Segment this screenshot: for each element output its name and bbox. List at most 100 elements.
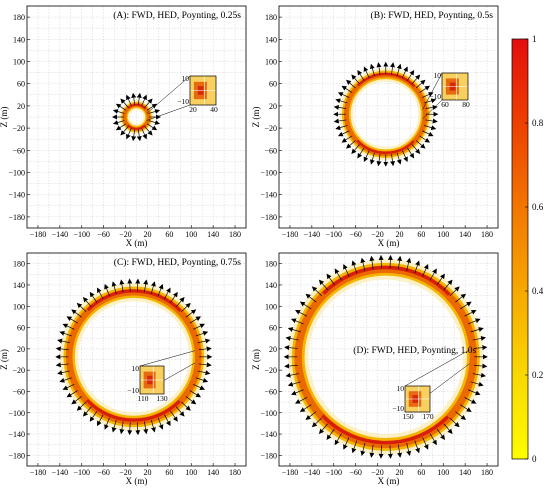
x-tick-label: −140 <box>52 230 69 239</box>
poynting-arrow <box>402 66 408 78</box>
poynting-arrow <box>369 152 375 165</box>
poynting-arrow <box>189 316 202 324</box>
poynting-arrow <box>422 437 429 450</box>
poynting-arrow <box>351 440 358 454</box>
poynting-arrow <box>143 421 149 435</box>
inset-y-tick: 10 <box>132 364 140 373</box>
y-tick-label: −60 <box>264 146 277 155</box>
y-tick-label: 140 <box>13 281 25 290</box>
poynting-arrow <box>131 92 137 105</box>
y-tick-label: −180 <box>260 213 277 222</box>
x-tick-label: −140 <box>52 468 69 477</box>
poynting-arrow <box>112 109 125 114</box>
x-tick-label: −100 <box>73 230 90 239</box>
poynting-arrow <box>285 372 299 378</box>
poynting-arrow <box>369 63 375 76</box>
poynting-arrow <box>334 268 342 281</box>
poynting-arrow <box>76 401 87 411</box>
poynting-arrow <box>295 397 308 404</box>
panel-d: −180 −140 −100 −60 −20 20 60 100 140 180 180 140 100… <box>251 252 499 486</box>
poynting-arrow <box>351 260 358 274</box>
poynting-arrow <box>57 338 70 344</box>
x-tick-label: −20 <box>119 468 132 477</box>
y-axis-label: Z (m) <box>0 349 9 370</box>
poynting-arrow <box>460 404 472 413</box>
poynting-arrow <box>170 410 178 422</box>
poynting-arrow <box>197 370 211 376</box>
poynting-arrow <box>397 444 403 458</box>
poynting-arrow <box>341 85 353 93</box>
inset-x-tick: 40 <box>210 105 218 114</box>
arrows <box>55 278 213 436</box>
poynting-arrow <box>369 444 375 458</box>
colorbar: 1 0.8 0.6 0.4 0.2 0 <box>511 34 544 464</box>
x-tick-label: 100 <box>437 468 449 477</box>
axis-ticks: −180 −140 −100 −60 −20 20 60 100 140 180 180 140 100… <box>8 260 241 477</box>
poynting-arrow <box>318 423 329 434</box>
x-tick-label: −20 <box>371 468 384 477</box>
poynting-arrow <box>148 120 161 125</box>
inset-y-tick: −10 <box>392 404 404 413</box>
arrows <box>111 92 162 142</box>
poynting-arrow <box>396 63 402 76</box>
y-tick-label: 20 <box>17 102 25 111</box>
axis-ticks: −180 −140 −100 −60 −20 20 60 100 140 180 180 140 100… <box>260 13 493 239</box>
ring-peak <box>123 103 150 130</box>
x-tick-label: 60 <box>417 468 425 477</box>
poynting-arrow <box>334 433 342 446</box>
x-tick-label: 140 <box>459 468 471 477</box>
y-tick-label: 100 <box>13 302 25 311</box>
poynting-arrow <box>290 389 304 396</box>
inset-x-tick: 20 <box>189 105 197 114</box>
poynting-arrow <box>164 414 171 427</box>
poynting-arrow <box>59 331 72 337</box>
poynting-arrow <box>76 302 87 313</box>
y-tick-label: −180 <box>260 451 277 460</box>
inset-frame <box>139 365 165 395</box>
plot-frame <box>26 252 247 467</box>
x-tick-label: −140 <box>304 230 321 239</box>
ring-peak <box>345 72 427 155</box>
poynting-arrow <box>411 144 421 154</box>
inset-leader-line <box>422 99 443 120</box>
inset-y-tick: 10 <box>397 384 405 393</box>
poynting-arrow <box>193 323 205 330</box>
poynting-arrow <box>407 69 415 81</box>
y-tick-label: 180 <box>13 260 25 269</box>
x-tick-label: −60 <box>97 230 110 239</box>
inset-x-tick: 150 <box>402 412 414 421</box>
poynting-arrow <box>185 396 197 405</box>
poynting-arrow <box>460 301 472 310</box>
poynting-arrow <box>141 94 147 106</box>
poynting-arrow <box>144 126 153 136</box>
poynting-arrow <box>115 103 127 111</box>
poynting-arrow <box>473 363 488 369</box>
colorbar-tick-label: 0 <box>532 454 537 464</box>
poynting-arrow <box>284 345 298 351</box>
poynting-arrow <box>333 104 347 110</box>
poynting-arrow <box>311 417 322 428</box>
poynting-arrow <box>66 390 78 398</box>
poynting-arrow <box>351 144 360 154</box>
inset-x-tick: 130 <box>156 394 168 403</box>
inset-frame <box>441 72 469 101</box>
poynting-arrow <box>326 428 335 440</box>
poynting-arrow <box>464 397 477 404</box>
x-tick-label: −60 <box>349 468 362 477</box>
poynting-arrow <box>396 152 402 165</box>
panel-title: (D): FWD, HED, Poynting, 1.0s <box>353 345 476 356</box>
y-tick-label: −100 <box>260 169 277 178</box>
poynting-arrow <box>357 147 365 159</box>
x-tick-label: −140 <box>304 468 321 477</box>
colorbar-tick-label: 0.6 <box>532 202 544 212</box>
poynting-arrow <box>66 316 78 324</box>
poynting-arrow <box>141 128 147 140</box>
poynting-arrow <box>175 406 185 417</box>
poynting-arrow <box>144 98 153 108</box>
x-tick-label: 180 <box>481 468 493 477</box>
poynting-arrow <box>333 118 347 124</box>
x-tick-label: 100 <box>437 230 449 239</box>
x-tick-label: −100 <box>73 468 90 477</box>
